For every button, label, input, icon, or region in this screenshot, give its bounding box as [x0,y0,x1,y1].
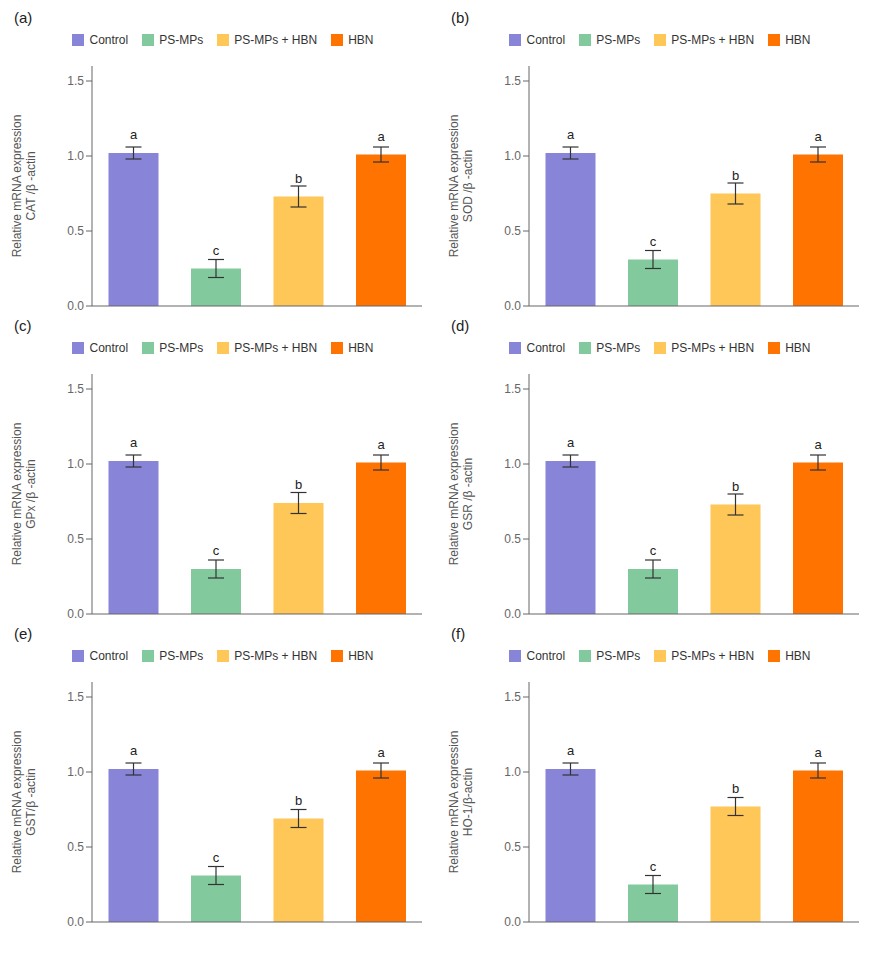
html-text:PS-MPs: PS-MPs [596,33,641,47]
svg-text:0.5: 0.5 [504,224,521,238]
html-text:(c): (c) [14,317,32,334]
svg-text:0.5: 0.5 [67,840,84,854]
html-text:PS-MPs + HBN: PS-MPs + HBN [671,33,755,47]
svg-text:Relative mRNA expressionSOD /β: Relative mRNA expressionSOD /β -actin [447,115,475,258]
svg-text:1.0: 1.0 [67,149,84,163]
svg-text:a: a [377,437,385,452]
svg-text:a: a [130,127,138,142]
html-text:(a): (a) [14,9,33,26]
svg-text:1.0: 1.0 [504,457,521,471]
svg-text:Relative mRNA expressionGST/β: Relative mRNA expressionGST/β -actin [10,731,38,874]
html-text:PS-MPs + HBN: PS-MPs + HBN [234,649,318,663]
html-text:PS-MPs + HBN: PS-MPs + HBN [234,341,318,355]
svg-text:0.5: 0.5 [67,224,84,238]
svg-text:b: b [732,479,739,494]
svg-text:c: c [650,859,657,874]
svg-text:1.5: 1.5 [67,74,84,88]
html-text:HBN: HBN [348,649,374,663]
svg-text:a: a [814,745,822,760]
html-text:PS-MPs + HBN: PS-MPs + HBN [671,341,755,355]
svg-text:0.5: 0.5 [504,532,521,546]
svg-text:0.0: 0.0 [504,915,521,929]
svg-text:a: a [567,435,575,450]
svg-text:a: a [567,127,575,142]
svg-text:0.0: 0.0 [67,915,84,929]
svg-text:1.5: 1.5 [67,690,84,704]
html-text:HBN: HBN [785,649,811,663]
svg-text:a: a [814,129,822,144]
svg-text:1.0: 1.0 [504,149,521,163]
html-text:(f): (f) [451,625,466,642]
svg-text:1.0: 1.0 [504,765,521,779]
html-text:Control: Control [526,649,566,663]
html-text:Control: Control [89,33,129,47]
svg-text:b: b [732,168,739,183]
svg-text:c: c [213,850,220,865]
html-text:(e): (e) [14,625,33,642]
svg-text:1.5: 1.5 [67,382,84,396]
html-text:HBN: HBN [785,33,811,47]
svg-text:1.5: 1.5 [504,690,521,704]
html-text:Control: Control [89,649,129,663]
svg-text:b: b [295,171,302,186]
svg-text:c: c [213,543,220,558]
html-text:Control: Control [526,341,566,355]
svg-text:Relative mRNA expressionGPx /β: Relative mRNA expressionGPx /β -actin [10,423,38,566]
svg-text:0.0: 0.0 [67,607,84,621]
svg-text:b: b [295,793,302,808]
svg-text:a: a [130,743,138,758]
svg-text:a: a [377,745,385,760]
svg-text:0.5: 0.5 [504,840,521,854]
svg-text:Relative mRNA expressionCAT /β: Relative mRNA expressionCAT /β -actin [10,115,38,258]
html-text:PS-MPs: PS-MPs [159,33,204,47]
svg-text:c: c [650,543,657,558]
svg-text:1.5: 1.5 [504,382,521,396]
svg-text:1.0: 1.0 [67,457,84,471]
svg-text:a: a [814,437,822,452]
svg-text:a: a [130,435,138,450]
svg-text:a: a [567,743,575,758]
html-text:Control: Control [89,341,129,355]
svg-text:0.0: 0.0 [67,299,84,313]
html-text:PS-MPs + HBN: PS-MPs + HBN [234,33,318,47]
html-text:PS-MPs: PS-MPs [596,649,641,663]
svg-text:c: c [213,243,220,258]
svg-text:0.0: 0.0 [504,607,521,621]
html-text:PS-MPs: PS-MPs [159,649,204,663]
html-text:HBN: HBN [348,341,374,355]
svg-text:c: c [650,234,657,249]
svg-text:0.5: 0.5 [67,532,84,546]
html-text:HBN: HBN [348,33,374,47]
svg-text:a: a [377,129,385,144]
html-text:(d): (d) [451,317,470,334]
svg-text:1.5: 1.5 [504,74,521,88]
svg-text:0.0: 0.0 [504,299,521,313]
html-text:(b): (b) [451,9,470,26]
html-text:Control: Control [526,33,566,47]
html-text:PS-MPs: PS-MPs [596,341,641,355]
html-text:PS-MPs + HBN: PS-MPs + HBN [671,649,755,663]
svg-text:Relative mRNA expressionGSR /β: Relative mRNA expressionGSR /β -actin [447,423,475,566]
svg-text:b: b [732,781,739,796]
svg-text:b: b [295,477,302,492]
html-text:PS-MPs: PS-MPs [159,341,204,355]
svg-text:1.0: 1.0 [67,765,84,779]
html-text:HBN: HBN [785,341,811,355]
svg-text:Relative mRNA expressionHO-1/β: Relative mRNA expressionHO-1/β-actin [447,731,475,874]
